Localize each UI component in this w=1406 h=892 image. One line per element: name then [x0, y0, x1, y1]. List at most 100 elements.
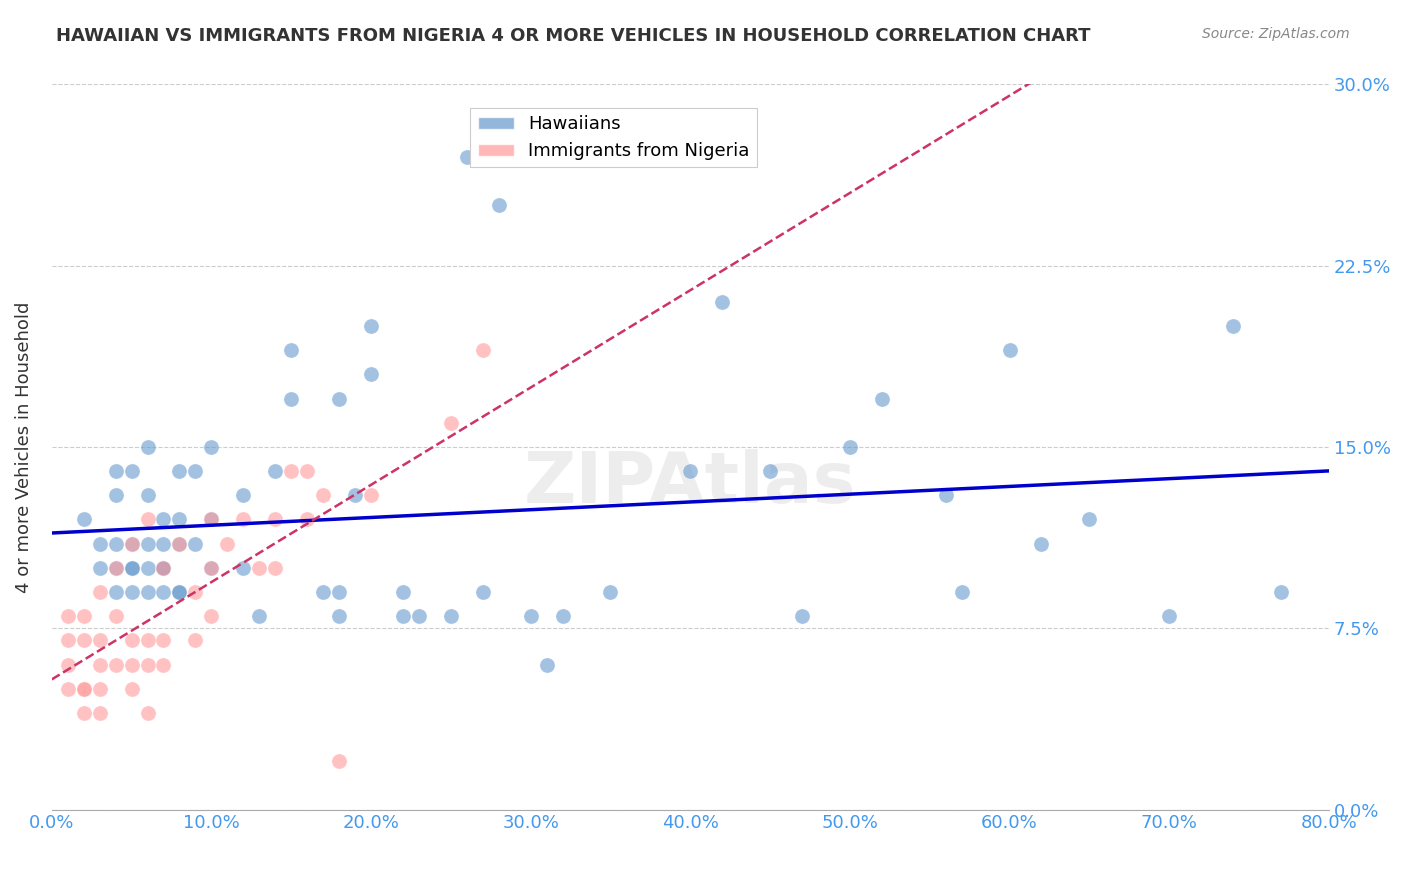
Point — [328, 754, 350, 768]
Point — [360, 488, 382, 502]
Point — [935, 488, 957, 502]
Point — [136, 633, 159, 648]
Point — [73, 512, 96, 526]
Point — [328, 392, 350, 406]
Point — [280, 464, 302, 478]
Point — [121, 536, 143, 550]
Point — [536, 657, 558, 672]
Text: 0.110: 0.110 — [582, 113, 633, 131]
Point — [247, 609, 270, 624]
Point — [998, 343, 1021, 358]
Point — [790, 609, 813, 624]
Point — [89, 536, 111, 550]
Point — [488, 198, 510, 212]
Point — [136, 536, 159, 550]
Point — [1270, 585, 1292, 599]
Point — [599, 585, 621, 599]
Point — [152, 536, 174, 550]
Point — [408, 609, 430, 624]
Point — [104, 657, 127, 672]
Point — [711, 295, 734, 310]
Point — [121, 585, 143, 599]
Point — [1159, 609, 1181, 624]
Point — [136, 561, 159, 575]
Point — [1031, 536, 1053, 550]
Text: 0.331: 0.331 — [582, 150, 633, 168]
Point — [89, 561, 111, 575]
Point — [232, 488, 254, 502]
Point — [184, 585, 207, 599]
Point — [104, 561, 127, 575]
Point — [360, 319, 382, 334]
Point — [295, 464, 318, 478]
Point — [184, 536, 207, 550]
Point — [328, 609, 350, 624]
Point — [440, 416, 463, 430]
Point — [280, 392, 302, 406]
Point — [217, 536, 239, 550]
Point — [328, 585, 350, 599]
Point — [200, 561, 222, 575]
Point — [169, 585, 191, 599]
Point — [232, 512, 254, 526]
Text: R = 0.331   N = 47: R = 0.331 N = 47 — [512, 150, 682, 168]
Point — [136, 657, 159, 672]
Point — [56, 681, 79, 696]
Text: R = 0.110   N = 71: R = 0.110 N = 71 — [512, 113, 682, 131]
Point — [169, 536, 191, 550]
Point — [136, 585, 159, 599]
Point — [679, 464, 702, 478]
Point — [136, 488, 159, 502]
Point — [1222, 319, 1244, 334]
Point — [73, 706, 96, 720]
Point — [519, 609, 541, 624]
Point — [121, 464, 143, 478]
Point — [56, 633, 79, 648]
Point — [56, 609, 79, 624]
Text: Source: ZipAtlas.com: Source: ZipAtlas.com — [1202, 27, 1350, 41]
Text: ZIPAtlas: ZIPAtlas — [524, 449, 856, 517]
Point — [344, 488, 367, 502]
Point — [152, 561, 174, 575]
Point — [312, 488, 335, 502]
Point — [200, 440, 222, 454]
Point — [136, 706, 159, 720]
Point — [200, 512, 222, 526]
Point — [247, 561, 270, 575]
Text: HAWAIIAN VS IMMIGRANTS FROM NIGERIA 4 OR MORE VEHICLES IN HOUSEHOLD CORRELATION : HAWAIIAN VS IMMIGRANTS FROM NIGERIA 4 OR… — [56, 27, 1091, 45]
Point — [169, 464, 191, 478]
Text: 71: 71 — [671, 113, 696, 131]
Legend: Hawaiians, Immigrants from Nigeria: Hawaiians, Immigrants from Nigeria — [471, 108, 756, 168]
Point — [759, 464, 782, 478]
Point — [264, 512, 287, 526]
Point — [169, 536, 191, 550]
Point — [152, 561, 174, 575]
Point — [200, 561, 222, 575]
Point — [104, 585, 127, 599]
Point — [121, 633, 143, 648]
Point — [73, 681, 96, 696]
Point — [152, 512, 174, 526]
Point — [200, 609, 222, 624]
Point — [169, 585, 191, 599]
Point — [152, 561, 174, 575]
Point — [121, 561, 143, 575]
Point — [73, 681, 96, 696]
Point — [471, 343, 494, 358]
Point — [89, 633, 111, 648]
Point — [89, 657, 111, 672]
Y-axis label: 4 or more Vehicles in Household: 4 or more Vehicles in Household — [15, 301, 32, 592]
Point — [264, 464, 287, 478]
Point — [456, 150, 478, 164]
Point — [104, 488, 127, 502]
Point — [136, 440, 159, 454]
Point — [264, 561, 287, 575]
Point — [73, 633, 96, 648]
Point — [121, 561, 143, 575]
Point — [184, 464, 207, 478]
Point — [360, 368, 382, 382]
Point — [152, 633, 174, 648]
Point — [280, 343, 302, 358]
Point — [56, 657, 79, 672]
Point — [471, 585, 494, 599]
